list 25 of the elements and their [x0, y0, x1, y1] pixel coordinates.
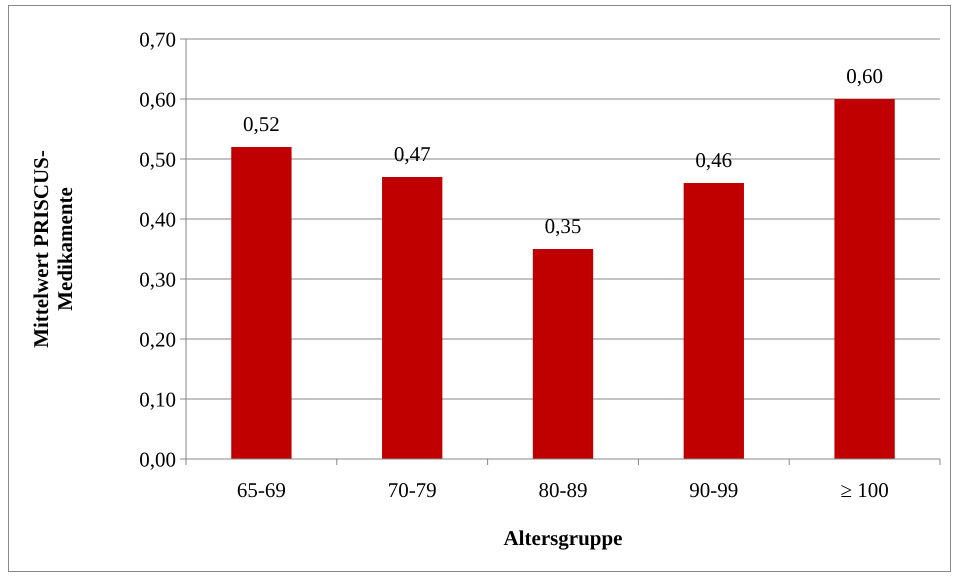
bar	[382, 177, 442, 459]
x-tick-label: 70-79	[388, 478, 437, 502]
data-label: 0,47	[394, 142, 431, 166]
bar	[231, 147, 292, 459]
bar	[834, 99, 895, 459]
x-axis-title: Altersgruppe	[504, 526, 622, 550]
y-tick-label: 0,60	[139, 87, 176, 112]
x-tick-label: 90-99	[689, 478, 738, 502]
bar	[532, 249, 594, 459]
y-tick-label: 0,20	[139, 327, 176, 352]
x-tick-label: 80-89	[538, 478, 588, 502]
y-tick-label: 0,70	[139, 27, 176, 52]
data-label: 0,46	[695, 148, 732, 172]
x-tick-label: ≥ 100	[840, 478, 889, 502]
y-tick-label: 0,40	[139, 207, 176, 232]
bar	[684, 183, 744, 459]
data-label: 0,52	[243, 112, 280, 136]
data-label: 0,35	[544, 214, 582, 238]
y-tick-label: 0,30	[139, 267, 176, 292]
y-tick-label: 0,10	[139, 387, 176, 412]
y-tick-label: 0,00	[139, 447, 176, 472]
x-tick-label: 65-69	[236, 478, 286, 502]
y-axis-title: Mittelwert PRISCUS-Medikamente	[29, 150, 77, 348]
y-tick-label: 0,50	[139, 147, 176, 172]
data-label: 0,60	[846, 64, 883, 88]
